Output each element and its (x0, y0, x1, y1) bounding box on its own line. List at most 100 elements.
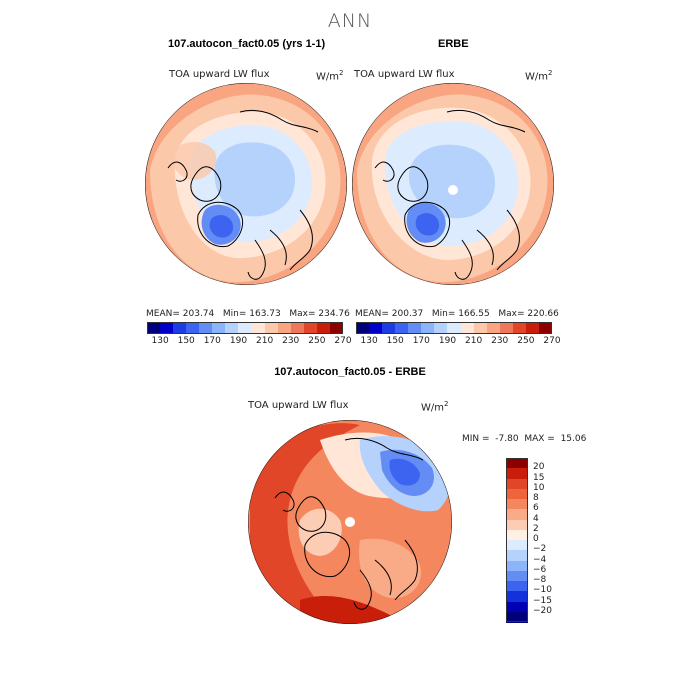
colorbar-diff-tick-label: −6 (533, 564, 547, 575)
colorbar-swatch (160, 322, 174, 334)
colorbar-swatch (329, 322, 344, 334)
colorbar-swatch (147, 322, 161, 334)
colorbar-diff-swatch (506, 468, 528, 479)
map1-greenland-core (209, 215, 234, 238)
colorbar-diff-swatch (506, 581, 528, 592)
colorbar-tick-label: 150 (386, 336, 404, 346)
panel2-title: ERBE (438, 38, 469, 50)
diff-panel-variable: TOA upward LW flux (248, 400, 349, 411)
colorbar-diff-tick-label: −20 (533, 605, 552, 616)
panel1-variable: TOA upward LW flux (169, 69, 270, 80)
colorbar-diff-swatch (506, 611, 528, 623)
colorbar-diff-swatch (506, 519, 528, 531)
colorbar-panel1-ticks: 130 150 170 190 210 230 250 270 (147, 336, 352, 348)
diff-panel-minmax: MIN = -7.80 MAX = 15.06 (462, 434, 587, 444)
map2-field-cold (408, 144, 496, 219)
colorbar-diff-tick-label: −4 (533, 554, 547, 565)
panel2-units: W/m2 (525, 69, 553, 83)
colorbar-tick-label: 210 (256, 336, 274, 346)
map-panel-2 (352, 83, 554, 285)
colorbar-tick-label: 230 (491, 336, 509, 346)
panel1-units: W/m2 (316, 69, 344, 83)
colorbar-tick-label: 170 (412, 336, 430, 346)
colorbar-diff-swatch (506, 478, 528, 490)
colorbar-tick-label: 190 (229, 336, 248, 346)
colorbar-diff-tick-label: 15 (533, 472, 545, 483)
colorbar-swatch (538, 322, 553, 334)
colorbar-tick-label: 270 (334, 336, 352, 346)
colorbar-swatch (238, 322, 253, 334)
colorbar-diff-swatch (506, 499, 528, 510)
colorbar-swatch (473, 322, 488, 334)
panel1-stats: MEAN= 203.74 Min= 163.73 Max= 234.76 (146, 309, 350, 319)
colorbar-tick-label: 150 (177, 336, 195, 346)
colorbar-diff-swatch (506, 488, 528, 500)
colorbar-swatch (499, 322, 514, 334)
map3-pole-hole (345, 517, 355, 527)
map-panel-3 (248, 420, 452, 624)
colorbar-diff-tick-label: 2 (533, 523, 539, 534)
colorbar-panel2 (356, 322, 553, 334)
colorbar-diff-swatch (506, 550, 528, 561)
colorbar-swatch (395, 322, 409, 334)
colorbar-diff-tick-label: 10 (533, 482, 545, 493)
colorbar-diff-swatch (506, 591, 528, 602)
colorbar-panel1 (147, 322, 344, 334)
map3-field-warm-west (250, 423, 360, 624)
colorbar-swatch (199, 322, 213, 334)
colorbar-tick-label: 190 (438, 336, 457, 346)
colorbar-tick-label: 230 (282, 336, 300, 346)
colorbar-tick-label: 270 (543, 336, 561, 346)
colorbar-diff-tick-label: 0 (533, 534, 539, 544)
map1-coastlines (167, 109, 319, 280)
map2-coastlines (374, 109, 526, 280)
colorbar-tick-label: 130 (360, 336, 378, 346)
map3-coastlines (274, 437, 424, 610)
colorbar-diff-swatch (506, 529, 528, 541)
colorbar-swatch (173, 322, 187, 334)
colorbar-diff-tick-label: 4 (533, 513, 539, 524)
colorbar-swatch (460, 322, 475, 334)
colorbar-diff-tick-label: 8 (533, 493, 539, 503)
colorbar-swatch (264, 322, 279, 334)
colorbar-swatch (486, 322, 501, 334)
colorbar-swatch (525, 322, 540, 334)
colorbar-swatch (369, 322, 383, 334)
colorbar-diff-swatch (506, 570, 528, 582)
map1-field-warm-patch (171, 142, 217, 180)
colorbar-swatch (290, 322, 305, 334)
panel2-stats: MEAN= 200.37 Min= 166.55 Max= 220.66 (355, 309, 559, 319)
map2-greenland-core (415, 213, 440, 236)
colorbar-diff-swatch (506, 560, 528, 572)
colorbar-swatch (303, 322, 318, 334)
colorbar-swatch (212, 322, 226, 334)
colorbar-swatch (382, 322, 396, 334)
diff-panel-title: 107.autocon_fact0.05 - ERBE (274, 366, 426, 378)
diff-panel-units: W/m2 (421, 400, 449, 414)
colorbar-diff-tick-label: −10 (533, 585, 552, 596)
colorbar-diff-tick-label: −15 (533, 595, 552, 606)
colorbar-diff-swatch (506, 458, 528, 469)
colorbar-swatch (316, 322, 331, 334)
figure-title: ANN (327, 10, 373, 32)
colorbar-swatch (225, 322, 239, 334)
map3-field-coldest (389, 458, 420, 486)
colorbar-swatch (434, 322, 448, 334)
colorbar-tick-label: 210 (465, 336, 483, 346)
map2-pole-hole (448, 185, 458, 195)
colorbar-swatch (277, 322, 292, 334)
colorbar-tick-label: 130 (151, 336, 169, 346)
colorbar-tick-label: 170 (203, 336, 221, 346)
panel1-title: 107.autocon_fact0.05 (yrs 1-1) (168, 38, 326, 50)
colorbar-swatch (356, 322, 370, 334)
map-panel-1 (145, 83, 347, 285)
colorbar-swatch (447, 322, 462, 334)
colorbar-swatch (186, 322, 200, 334)
colorbar-swatch (421, 322, 435, 334)
colorbar-diff-tick-label: 20 (533, 462, 545, 473)
colorbar-diff-swatch (506, 509, 528, 520)
colorbar-swatch (408, 322, 422, 334)
colorbar-diff-ticks: 20 15 10 8 6 4 2 0 −2 −4 −6 −8 −10 −15 −20 (533, 458, 573, 622)
panel2-variable: TOA upward LW flux (354, 69, 455, 80)
colorbar-diff-tick-label: −8 (533, 575, 547, 585)
